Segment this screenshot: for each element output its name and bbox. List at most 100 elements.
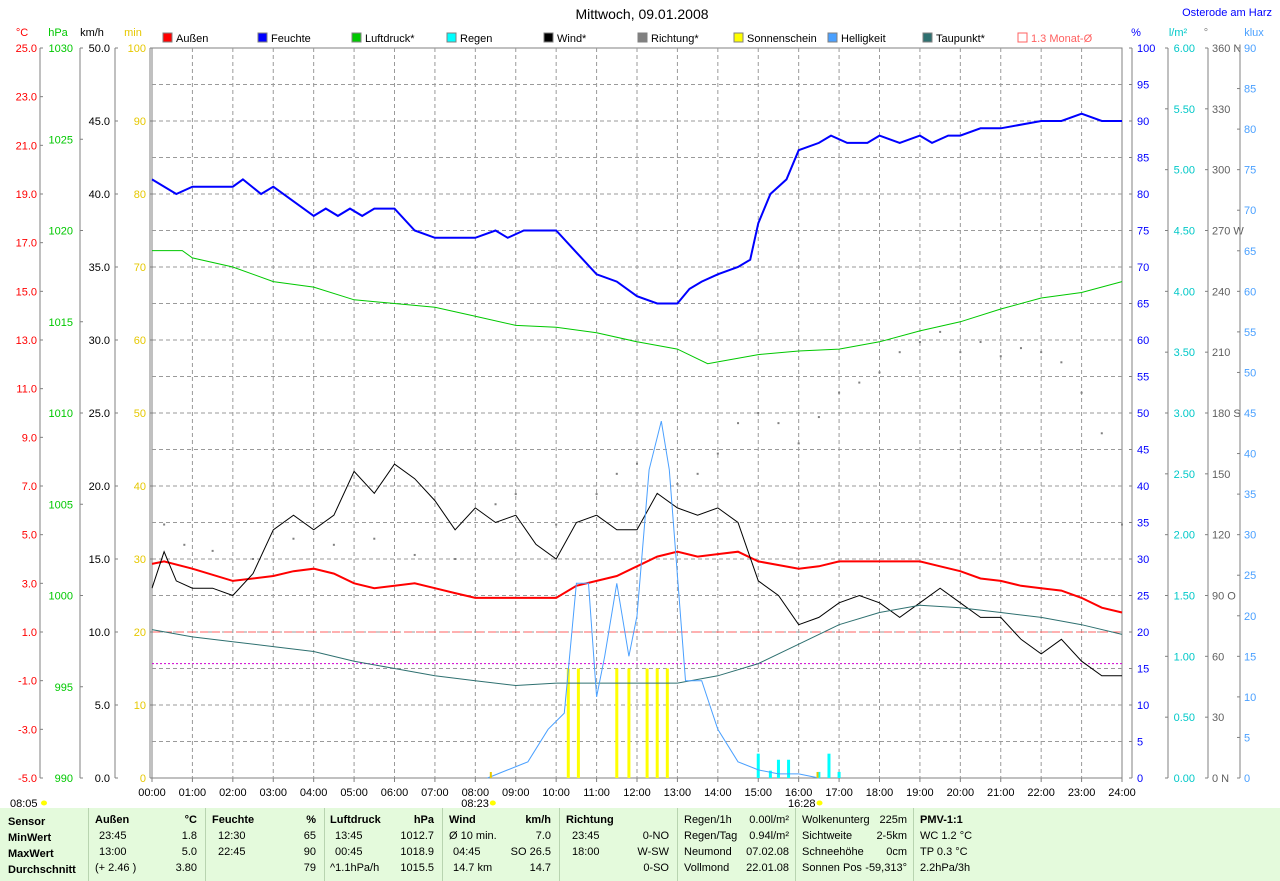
aussen-max-value: 5.0 [181, 846, 197, 858]
humidity-tick-label: 75 [1137, 226, 1149, 238]
sonnenpos-value: -59,313° [865, 862, 907, 874]
right-axes: 1009590858075706560555045403530252015105… [1129, 43, 1256, 785]
light-tick-label: 85 [1244, 84, 1256, 96]
legend-label: Helligkeit [841, 33, 886, 45]
pressure-tick-label: 995 [55, 682, 73, 694]
direction-tick-label: 150 [1212, 469, 1230, 481]
series-line-luftdruck [152, 250, 1123, 365]
legend-swatch [351, 32, 362, 43]
bar-sonnenschein [645, 668, 649, 778]
regen-1h-label: Regen/1h [684, 814, 732, 826]
x-tick-label: 03:00 [259, 787, 287, 799]
wind-tick-label: 35.0 [89, 262, 110, 274]
rain-tick-label: 2.50 [1174, 469, 1195, 481]
grid-lines [152, 48, 1122, 778]
pressure-unit-label: hPa [48, 27, 68, 39]
humidity-tick-label: 0 [1137, 773, 1143, 785]
wolken-column: Wolkenunterg 225m Sichtweite 2-5km Schne… [796, 808, 914, 881]
sunset-label: 16:28 [788, 798, 816, 808]
vollmond-value: 22.01.08 [746, 862, 789, 874]
aussen-min-time: 23:45 [99, 830, 127, 842]
rain-unit-label: l/m² [1169, 27, 1188, 39]
pressure-tick-label: 1010 [49, 408, 73, 420]
legend-swatch [257, 32, 268, 43]
sun-tick-label: 0 [140, 773, 146, 785]
light-tick-label: 35 [1244, 489, 1256, 501]
x-tick-label: 23:00 [1068, 787, 1096, 799]
x-tick-label: 14:00 [704, 787, 732, 799]
rain-tick-label: 3.50 [1174, 347, 1195, 359]
humidity-tick-label: 45 [1137, 445, 1149, 457]
humidity-tick-label: 70 [1137, 262, 1149, 274]
light-unit-label: klux [1244, 27, 1264, 39]
sun-tick-label: 60 [134, 335, 146, 347]
luftdruck-max-time: 00:45 [335, 846, 363, 858]
wind-tick-label: 5.0 [95, 700, 110, 712]
schneehoehe-value: 0cm [886, 846, 907, 858]
series-line-feuchte [151, 112, 1122, 305]
direction-point [1121, 523, 1123, 526]
series-line-taupunkt [151, 604, 1123, 687]
feuchte-header: Feuchte [212, 814, 255, 826]
direction-tick-label: 360 N [1212, 43, 1241, 55]
direction-point [1040, 351, 1043, 354]
wind-tick-label: 15.0 [89, 554, 110, 566]
x-tick-label: 24:00 [1108, 787, 1136, 799]
x-tick-label: 06:00 [381, 787, 409, 799]
pressure-tick-label: 1020 [49, 226, 73, 238]
humidity-tick-label: 35 [1137, 518, 1149, 530]
temp-tick-label: 23.0 [16, 92, 37, 104]
direction-point [858, 381, 861, 384]
aussen-avg-value: 3.80 [175, 862, 197, 874]
luftdruck-header: Luftdruck [330, 814, 381, 826]
legend-swatch [446, 32, 457, 43]
x-tick-label: 22:00 [1027, 787, 1055, 799]
bar-sonnenschein [566, 668, 570, 778]
light-tick-label: 60 [1244, 286, 1256, 298]
temp-tick-label: 5.0 [22, 530, 37, 542]
direction-point [252, 558, 255, 560]
series-line-wind [151, 463, 1122, 677]
wind-tick-label: 0.0 [95, 773, 110, 785]
luftdruck-min-value: 1012.7 [400, 830, 434, 842]
pressure-tick-label: 1015 [49, 317, 73, 329]
legend-swatch [1017, 32, 1028, 43]
richtung-avg-value: 0-SO [643, 862, 669, 874]
humidity-tick-label: 90 [1137, 116, 1149, 128]
direction-tick-label: 270 W [1212, 226, 1244, 238]
regen-column: Regen/1h 0.00l/m² Regen/Tag 0.94l/m² Neu… [678, 808, 796, 881]
pressure-tick-label: 1025 [49, 134, 73, 146]
x-tick-label: 18:00 [866, 787, 894, 799]
wind-avg10-label: Ø 10 min. [449, 830, 497, 842]
legend: Außen Feuchte Luftdruck* Regen Wind* Richtung… [162, 32, 1093, 45]
legend-swatch [543, 32, 554, 43]
bar-sonnenschein [627, 668, 631, 778]
wind-tick-label: 20.0 [89, 481, 110, 493]
direction-point [737, 422, 740, 425]
feuchte-avg-value: 79 [303, 862, 316, 874]
vollmond-label: Vollmond [684, 862, 730, 874]
direction-point [615, 472, 618, 475]
rain-tick-label: 2.00 [1174, 530, 1195, 542]
light-tick-label: 90 [1244, 43, 1256, 55]
x-tick-label: 20:00 [947, 787, 975, 799]
bar-sonnenschein [665, 668, 669, 778]
x-tick-label: 11:00 [583, 787, 610, 799]
sun-tick-label: 50 [134, 408, 146, 420]
sun-tick-label: 30 [134, 554, 146, 566]
rain-tick-label: 4.50 [1174, 226, 1195, 238]
rain-tick-label: 1.50 [1174, 591, 1195, 603]
light-tick-label: 50 [1244, 367, 1256, 379]
legend-label: Wind* [557, 33, 587, 45]
sun-tick-label: 40 [134, 481, 146, 493]
aussen-column: Außen °C 23:45 1.8 13:00 5.0 (+ 2.46 ) 3… [89, 808, 206, 881]
direction-point [413, 553, 416, 556]
x-tick-label: 12:00 [623, 787, 651, 799]
direction-point [211, 549, 214, 552]
temp-tick-label: 25.0 [16, 43, 37, 55]
direction-point [183, 543, 186, 546]
aussen-avg-trend: (+ 2.46 ) [95, 862, 137, 874]
direction-point [676, 482, 679, 485]
sun-tick-label: 20 [134, 627, 146, 639]
reference-lines [152, 631, 1122, 665]
